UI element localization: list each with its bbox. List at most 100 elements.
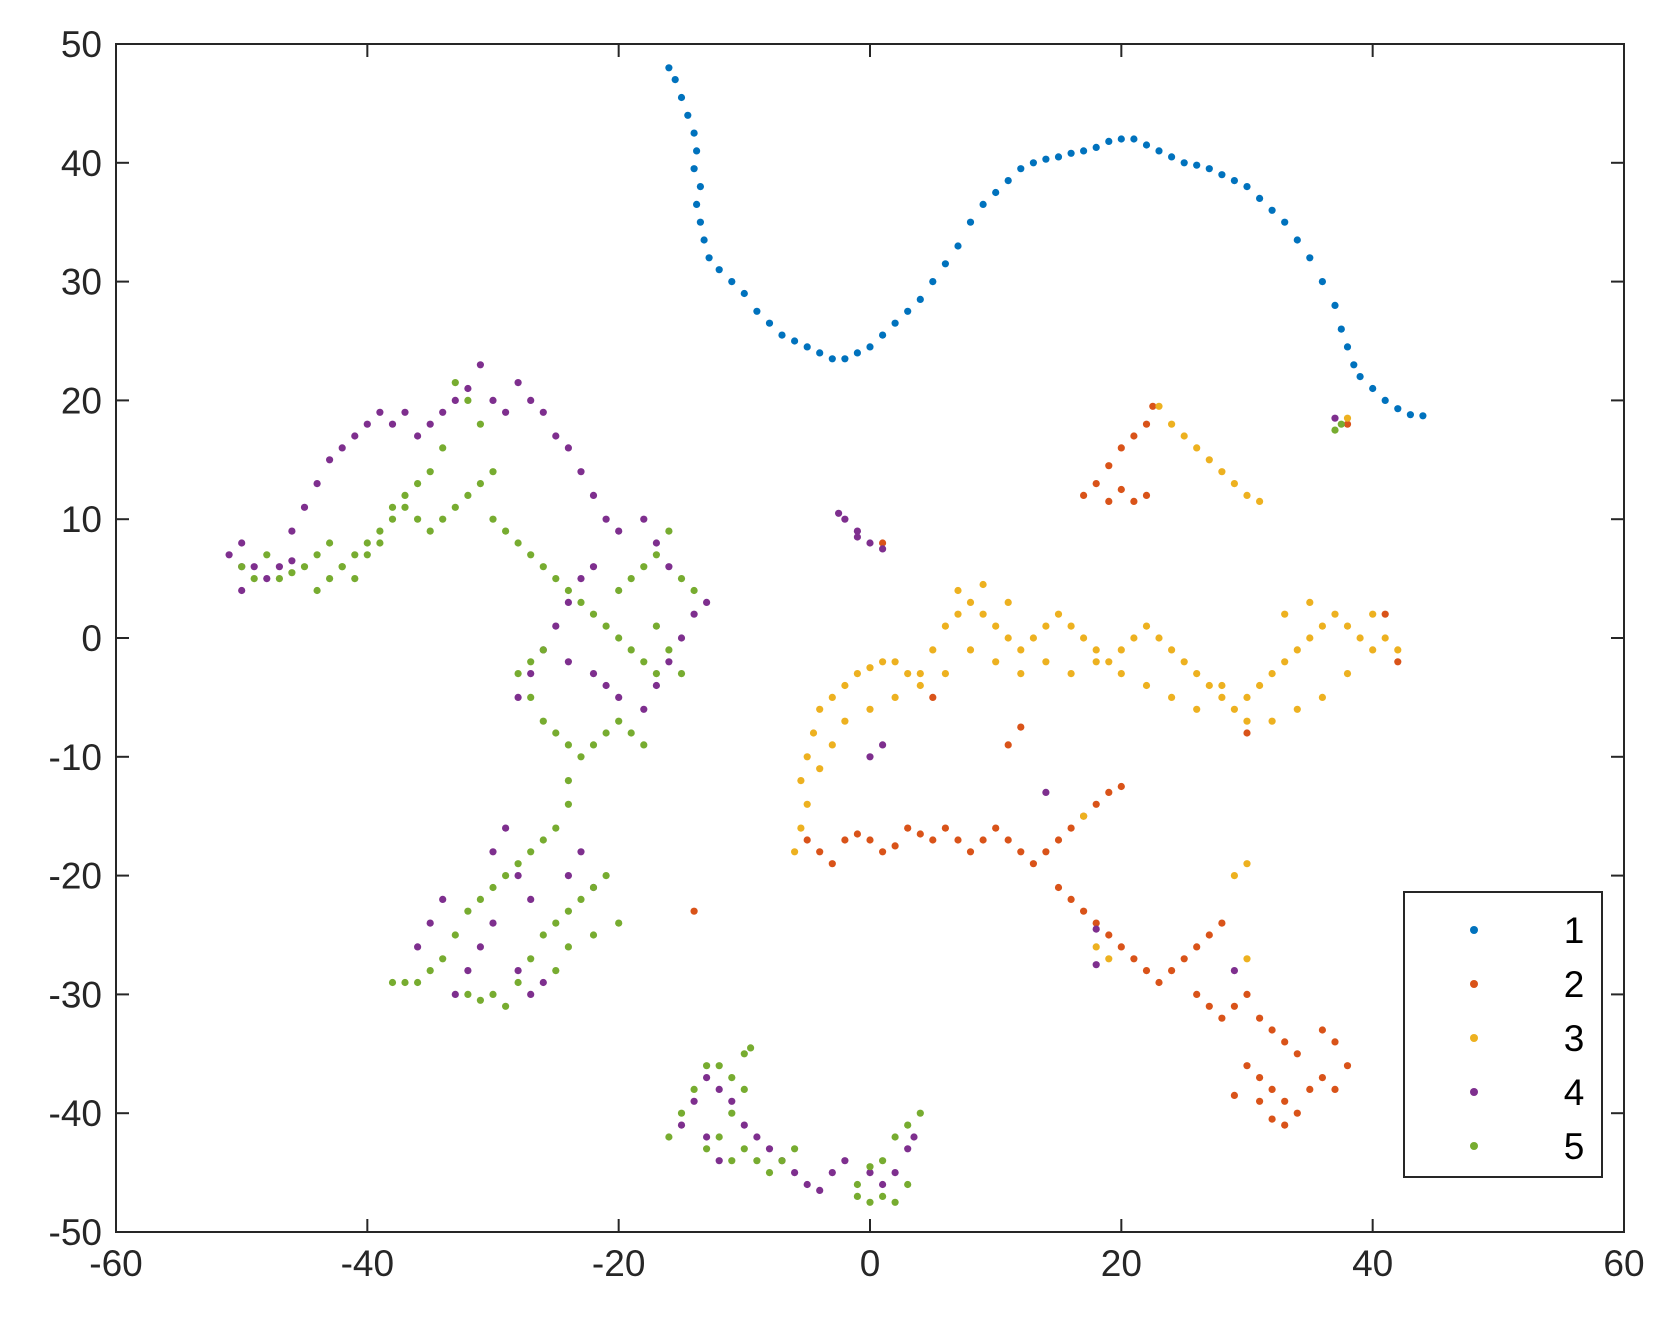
legend-marker (1470, 1034, 1478, 1042)
data-point (1155, 634, 1163, 642)
data-point (489, 990, 497, 999)
data-point (1369, 384, 1377, 393)
data-point (803, 836, 811, 844)
data-point (640, 741, 648, 749)
data-point (426, 468, 434, 476)
data-point (891, 842, 899, 850)
y-tick-label: -30 (49, 974, 102, 1015)
data-point (941, 260, 950, 268)
data-point (225, 551, 233, 559)
data-point (677, 1109, 686, 1117)
data-point (866, 1163, 874, 1171)
data-point (514, 872, 522, 880)
data-point (1168, 967, 1176, 975)
legend-marker (1470, 926, 1478, 934)
legend-marker (1470, 1142, 1478, 1150)
data-point (1230, 967, 1238, 975)
data-point (1343, 622, 1352, 630)
data-point (1067, 895, 1075, 904)
data-point (1406, 411, 1414, 419)
data-point (1318, 622, 1326, 630)
data-point (1180, 432, 1188, 440)
data-point (1180, 159, 1188, 167)
data-point (728, 1157, 736, 1165)
data-point (1230, 1002, 1238, 1010)
data-point (765, 1169, 774, 1177)
data-point (891, 1133, 899, 1141)
data-point (1193, 670, 1201, 678)
data-point (1243, 491, 1251, 499)
data-point (476, 361, 484, 369)
series-3 (791, 402, 1402, 963)
data-point (514, 967, 522, 975)
series-1 (665, 64, 1427, 420)
data-point (1105, 658, 1113, 666)
data-point (1080, 812, 1088, 820)
data-point (1268, 1085, 1276, 1093)
data-point (388, 420, 397, 428)
data-point (690, 165, 698, 173)
legend: 1 2 3 4 5 (1403, 891, 1603, 1178)
data-point (1004, 836, 1012, 844)
data-point (602, 622, 610, 630)
data-point (665, 527, 673, 535)
data-point (703, 1074, 711, 1082)
data-point (1306, 1085, 1314, 1093)
data-point (866, 343, 874, 351)
data-point (552, 919, 560, 927)
data-point (979, 610, 987, 618)
data-point (451, 396, 459, 404)
data-point (439, 408, 447, 416)
data-point (414, 943, 422, 951)
data-point (966, 848, 975, 856)
data-point (671, 76, 679, 84)
data-point (514, 379, 522, 387)
data-point (451, 990, 459, 999)
data-point (1205, 1002, 1213, 1010)
data-point (904, 824, 912, 832)
data-point (1180, 658, 1188, 666)
data-point (1130, 955, 1138, 963)
data-point (828, 860, 836, 868)
data-point (1080, 634, 1088, 642)
data-point (1042, 155, 1050, 163)
data-point (1281, 218, 1289, 226)
data-point (1356, 634, 1364, 642)
data-point (715, 1085, 723, 1093)
data-point (879, 1157, 887, 1165)
data-point (703, 1133, 711, 1141)
data-point (1168, 420, 1176, 428)
data-point (652, 670, 661, 678)
data-point (1318, 693, 1326, 702)
data-point (1193, 444, 1201, 452)
data-point (1281, 658, 1289, 666)
data-point (700, 236, 708, 244)
data-point (703, 1145, 711, 1153)
data-point (313, 551, 321, 559)
data-point (1369, 646, 1377, 654)
data-point (564, 777, 573, 785)
data-point (1117, 485, 1125, 494)
data-point (464, 967, 472, 975)
data-point (552, 824, 560, 832)
data-point (1168, 153, 1176, 161)
data-point (602, 515, 610, 523)
data-point (1067, 824, 1075, 832)
data-point (816, 848, 824, 856)
data-point (564, 444, 573, 452)
data-point (527, 396, 535, 404)
data-point (1042, 658, 1050, 666)
data-point (1256, 1074, 1264, 1082)
data-point (564, 943, 573, 951)
data-point (879, 545, 887, 553)
data-point (1054, 836, 1063, 844)
data-point (1117, 670, 1125, 678)
data-point (1218, 171, 1226, 179)
data-point (728, 1097, 736, 1105)
data-point (1331, 1038, 1339, 1046)
data-point (464, 491, 472, 499)
data-point (1256, 497, 1264, 505)
data-point (841, 355, 849, 363)
data-point (539, 408, 547, 416)
data-point (1256, 1097, 1264, 1105)
